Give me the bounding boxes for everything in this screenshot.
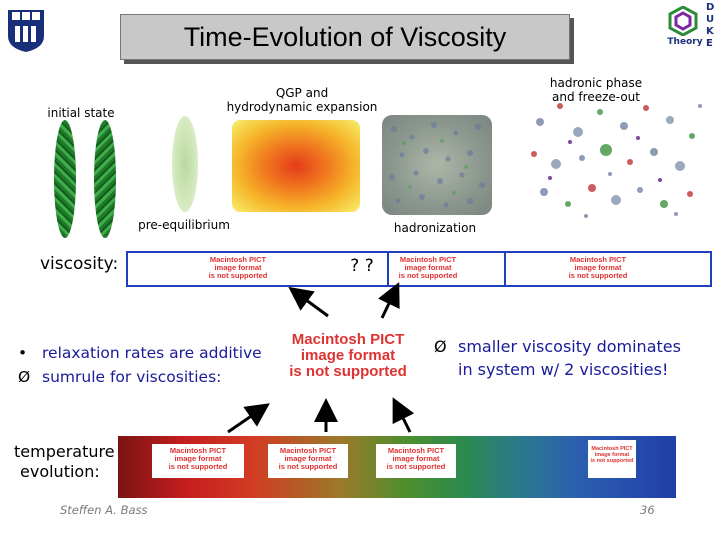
pict-line: Macintosh PICT [591,446,633,452]
footer-author: Steffen A. Bass [60,503,148,517]
temperature-label-line: temperature [14,442,115,461]
slide-number: 36 [640,503,655,517]
viscosity-label: viscosity: [40,254,119,274]
theory-hexagon-icon [668,6,698,36]
bullet-mark: • [18,344,28,362]
bullet-text: sumrule for viscosities: [42,368,222,386]
pict-line: Macintosh PICT [387,446,445,455]
pict-line: image format [574,262,622,272]
pict-line: image format [174,453,222,463]
label-hadronic-line: hadronic phase [549,76,643,90]
pre-equilibrium-image [172,116,198,212]
viscosity-row-box [126,251,712,287]
pict-line: is not supported [568,270,628,280]
right-bullet-text: smaller viscosity dominates [458,337,681,356]
logo-letter: U [706,14,715,25]
duke-shield-logo [8,10,44,52]
arrow-temp-left [227,403,270,434]
unknown-viscosity-marks: ? ? [350,256,374,276]
bullet-mark: Ø [434,337,447,356]
pict-line: is not supported [278,461,338,471]
hadronic-phase-image [531,103,702,218]
hadronization-particles [389,122,485,208]
arrow-temp-right [392,397,415,433]
viscosity-row-divider [504,251,506,287]
label-hadronization: hadronization [393,221,477,235]
pict-placeholder: Macintosh PICT image format is not support… [268,447,348,471]
pict-line: Macintosh PICT [569,255,627,264]
temp-slot [376,444,456,478]
pict-line: is not supported [208,270,268,280]
pict-line: is not supported [168,461,228,471]
pict-placeholder-large: Macintosh PICT image format is not support… [272,332,424,379]
pict-line: image format [404,262,452,272]
logo-letter: E [706,38,713,49]
pict-line: Macintosh PICT [169,446,227,455]
label-initial-state: initial state [47,106,115,120]
pict-line: Macintosh PICT [291,331,405,348]
pict-line: image format [300,346,396,364]
pict-line: Macintosh PICT [279,446,337,455]
logo-theory-text: Theory [667,37,703,47]
bullet-relaxation-rates: • relaxation rates are additive [18,344,262,362]
logo-duke-letters: D U K E [706,2,718,50]
label-hadronic-phase: hadronic phase and freeze-out [536,76,656,104]
bullet-mark: Ø [18,368,31,386]
pict-line: Macintosh PICT [209,255,267,264]
logo-letter: K [706,26,714,37]
right-bullet-line-2: in system w/ 2 viscosities! [458,360,669,379]
temperature-evolution-label: temperature evolution: [14,442,124,482]
pict-line: is not supported [289,362,407,380]
pict-line: image format [214,262,262,272]
pict-line: image format [594,451,630,458]
temp-slot [588,440,636,478]
pict-placeholder: Macintosh PICT image format is not support… [152,447,244,471]
pict-line: Macintosh PICT [399,255,457,264]
pict-placeholder: Macintosh PICT image format is not support… [388,256,468,280]
hadronization-image [382,115,492,215]
pict-line: is not supported [386,461,446,471]
viscosity-row-divider [387,251,389,287]
pict-line: is not supported [398,270,458,280]
initial-nucleus-right [94,120,116,238]
pict-placeholder: Macintosh PICT image format is not support… [556,256,640,280]
arrow-up-left [288,286,329,318]
duke-theory-logo: Theory D U K E [664,2,718,52]
qgp-fireball-image [232,120,360,212]
label-hadronic-line: and freeze-out [552,90,640,104]
temp-slot [152,444,244,478]
label-pre-equilibrium: pre-equilibrium [138,218,230,232]
label-qgp: QGP and hydrodynamic expansion [222,86,382,114]
pict-line: is not supported [590,457,634,464]
arrow-up [377,282,400,319]
bullet-text: relaxation rates are additive [42,344,262,362]
temperature-label-line: evolution: [20,462,100,481]
logo-letter: D [706,2,715,13]
initial-nucleus-left [54,120,76,238]
pict-placeholder: Macintosh PICT image format is not support… [196,256,280,280]
label-qgp-line: hydrodynamic expansion [226,100,378,114]
pict-placeholder: Macintosh PICT image format is not support… [588,446,636,464]
pict-line: image format [392,453,440,463]
slide-title: Time-Evolution of Viscosity [120,14,570,60]
pict-line: image format [284,453,332,463]
temp-slot [268,444,348,478]
label-qgp-line: QGP and [275,86,329,100]
pict-placeholder: Macintosh PICT image format is not support… [376,447,456,471]
